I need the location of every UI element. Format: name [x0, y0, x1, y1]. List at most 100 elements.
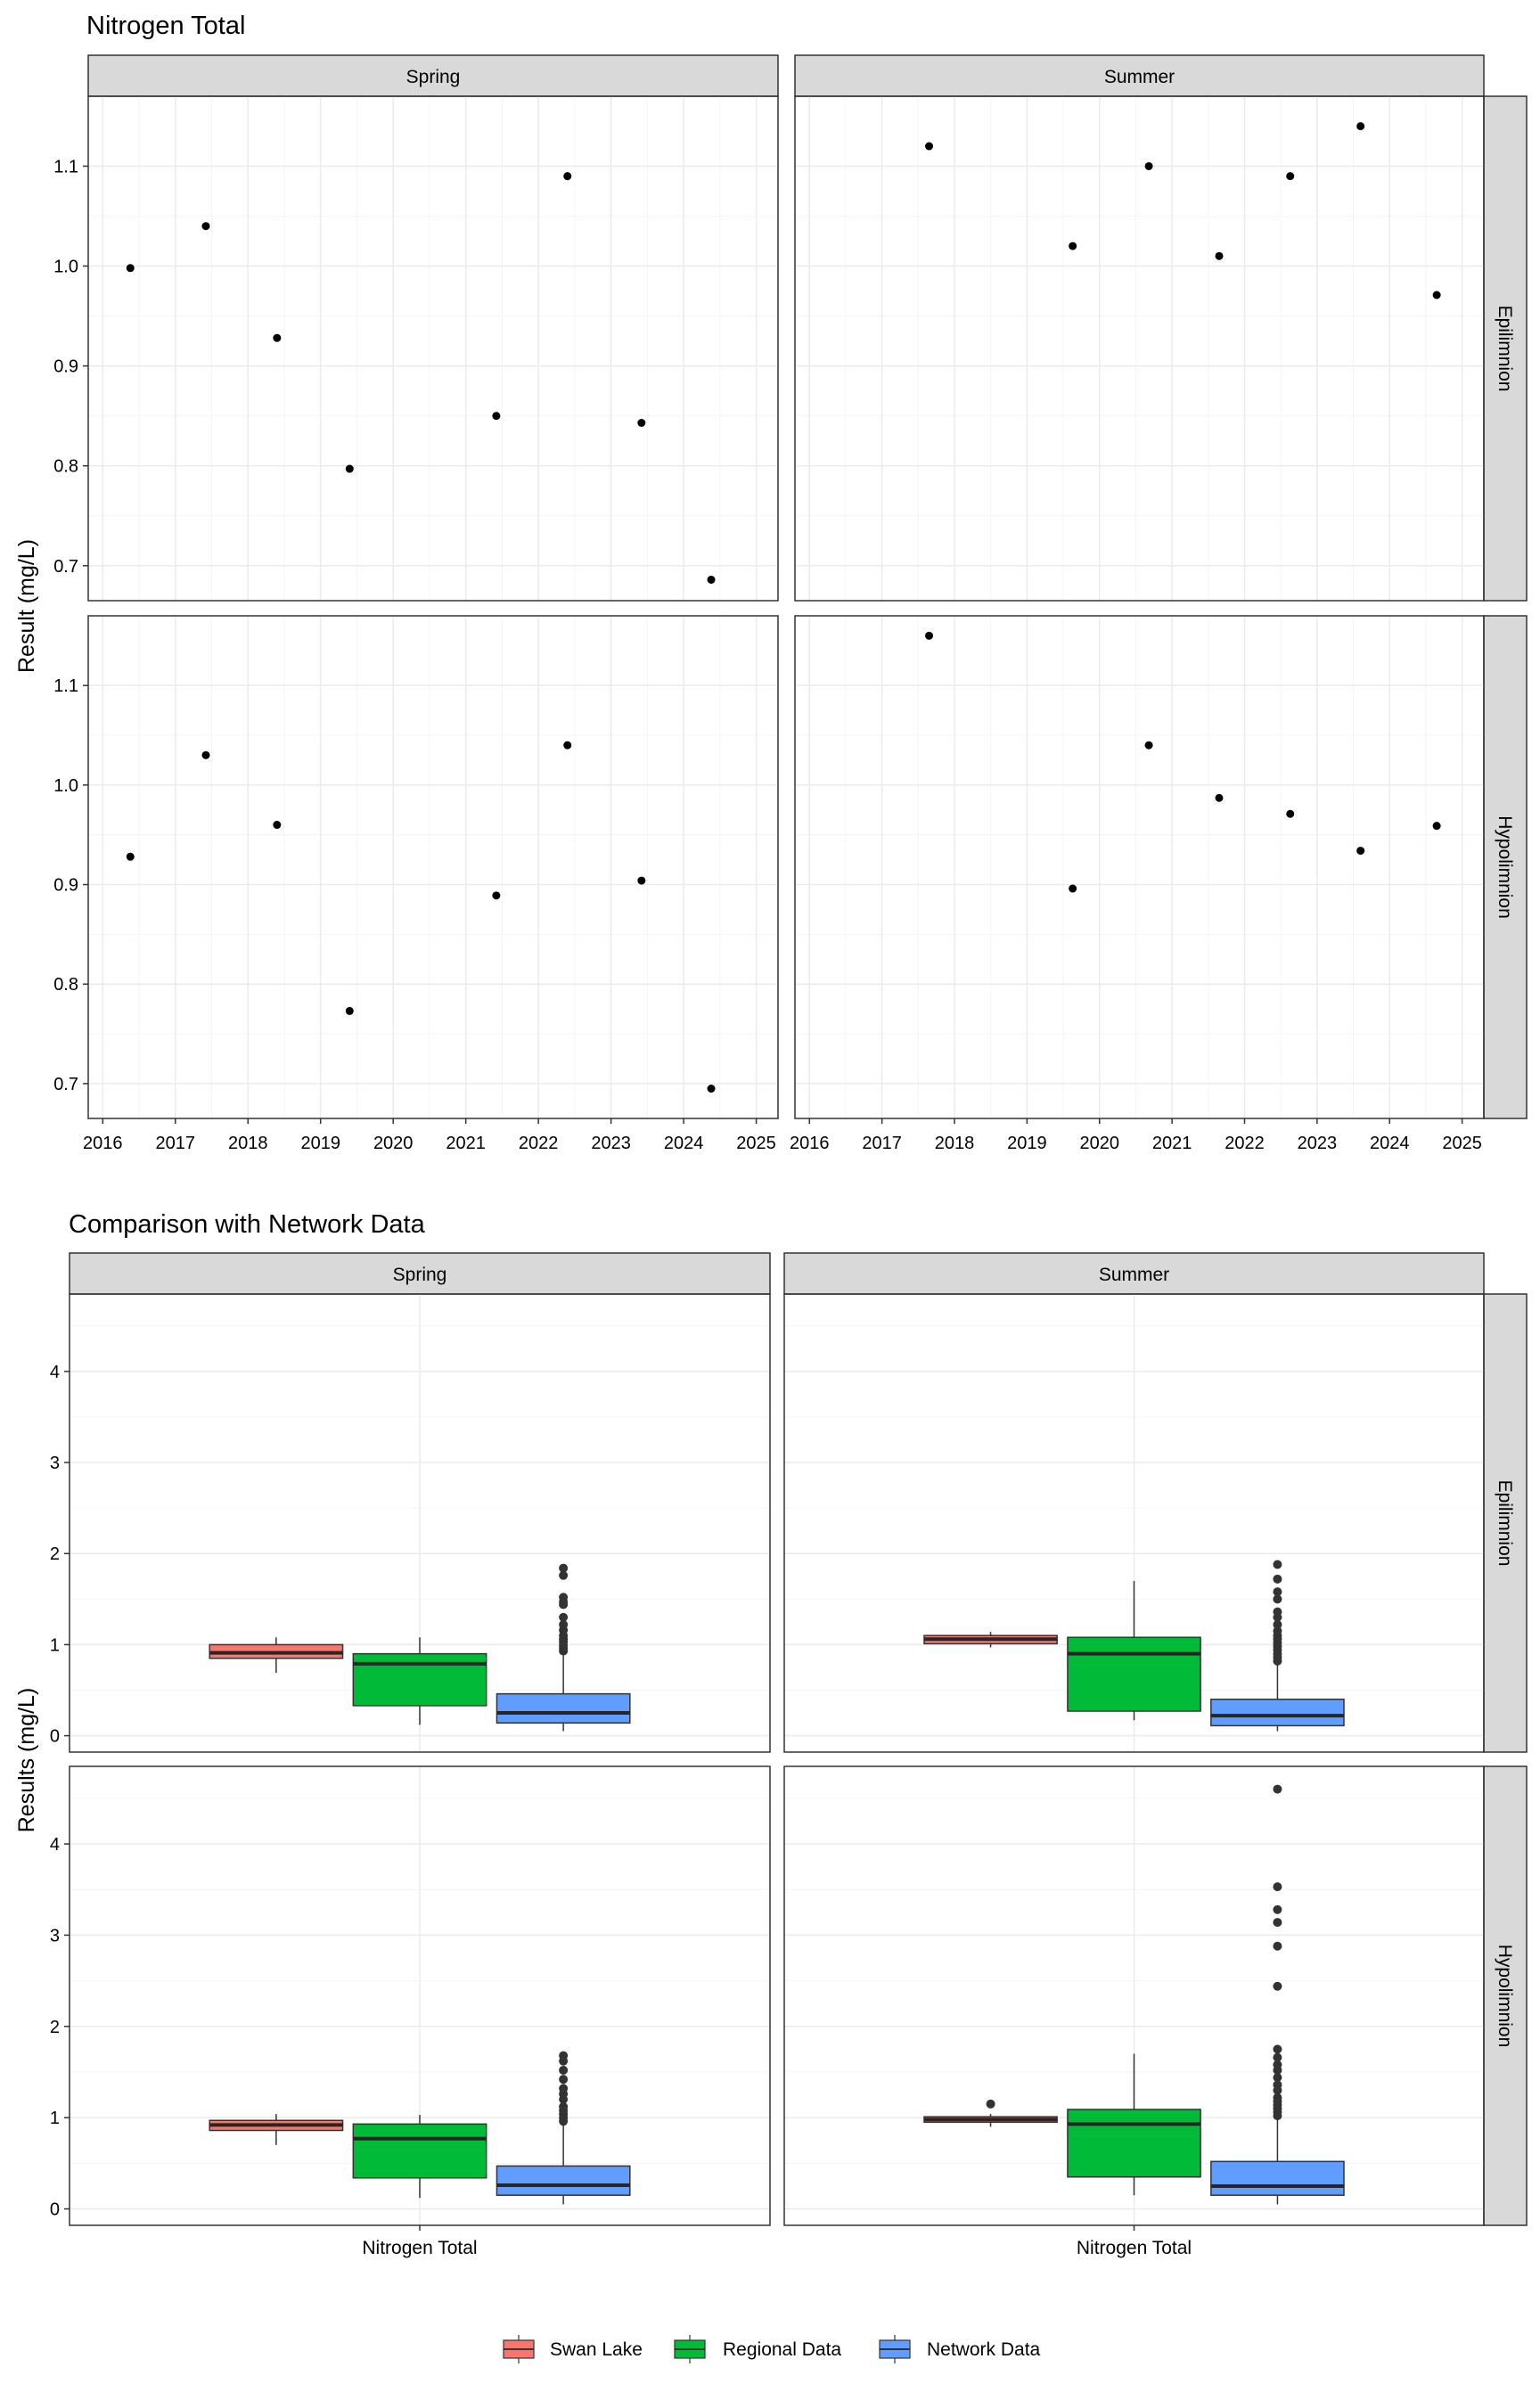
- panel-summer-epilimnion: [794, 95, 1485, 602]
- outlier-point: [1273, 1587, 1282, 1597]
- box-swan-lake: [209, 2114, 344, 2145]
- data-point: [273, 333, 282, 342]
- data-point: [563, 741, 572, 749]
- outlier-point: [559, 1612, 569, 1622]
- y-tick-label: 3: [50, 1454, 60, 1473]
- data-point: [637, 418, 646, 427]
- x-tick-label: 2016: [790, 1134, 830, 1153]
- x-tick-label: 2017: [156, 1134, 196, 1153]
- y-tick-label: 2: [50, 2018, 60, 2037]
- y-tick-label: 1: [50, 1635, 60, 1655]
- outlier-point: [1273, 1574, 1282, 1584]
- data-point: [563, 172, 572, 181]
- y-axis-label: Results (mg/L): [14, 1688, 39, 1833]
- chart-title: Nitrogen Total: [86, 12, 245, 40]
- x-tick-label: 2020: [373, 1134, 414, 1153]
- x-tick-label: 2018: [935, 1134, 975, 1153]
- box-body: [1067, 1636, 1201, 1712]
- data-point: [1215, 793, 1224, 802]
- outlier-point: [1273, 2060, 1282, 2069]
- outlier-point: [1273, 1594, 1282, 1604]
- x-tick-label: 2022: [1225, 1134, 1265, 1153]
- y-tick-label: 0: [50, 2200, 60, 2220]
- data-point: [492, 412, 501, 421]
- facet-strip-label-hypolimnion: Hypolimnion: [1495, 1945, 1515, 2048]
- box-body: [1210, 1698, 1345, 1727]
- outlier-point: [559, 1593, 569, 1602]
- data-point: [1432, 291, 1441, 299]
- data-point: [925, 631, 934, 640]
- facet-strip-summer: [783, 1252, 1485, 1295]
- outlier-point: [1273, 1981, 1282, 1991]
- legend-label: Regional Data: [723, 2339, 841, 2360]
- data-point: [1356, 122, 1365, 131]
- box-swan-lake: [209, 1637, 344, 1674]
- data-point: [707, 1084, 716, 1093]
- outlier-point: [559, 1570, 569, 1580]
- panel-spring-hypolimnion: [69, 1765, 771, 2226]
- outlier-point: [559, 2065, 569, 2075]
- x-tick-label: Nitrogen Total: [1077, 2238, 1192, 2258]
- data-point: [1286, 809, 1295, 818]
- box-body: [352, 2123, 487, 2179]
- x-tick-label: 2018: [228, 1134, 268, 1153]
- box-body: [1067, 2109, 1201, 2178]
- y-tick-label: 0: [50, 1727, 60, 1747]
- outlier-point: [986, 2099, 995, 2109]
- box-network-data: [1210, 1784, 1345, 2205]
- facet-strip-hypolimnion: [1483, 1765, 1528, 2226]
- x-tick-label: 2021: [1152, 1134, 1192, 1153]
- outlier-point: [1273, 2080, 1282, 2090]
- data-point: [1356, 847, 1365, 856]
- x-tick-label: 2020: [1079, 1134, 1119, 1153]
- x-tick-label: 2019: [300, 1134, 340, 1153]
- x-tick-label: 2017: [862, 1134, 902, 1153]
- legend-item-regional-data: Regional Data: [674, 2335, 841, 2363]
- y-tick-label: 1.1: [53, 157, 78, 176]
- facet-strip-label-spring: Spring: [406, 67, 461, 87]
- facet-strip-label-epilimnion: Epilimnion: [1495, 1480, 1515, 1567]
- outlier-point: [1273, 1607, 1282, 1617]
- outlier-point: [1273, 2044, 1282, 2054]
- panel-spring-epilimnion: [69, 1293, 771, 1753]
- data-point: [1215, 251, 1224, 260]
- y-tick-label: 1.0: [53, 258, 78, 277]
- outlier-point: [1273, 1560, 1282, 1569]
- box-regional-data: [1067, 1580, 1201, 1721]
- panel-border: [783, 1293, 1485, 1753]
- legend-item-swan-lake: Swan Lake: [503, 2335, 643, 2363]
- y-tick-label: 4: [50, 1363, 60, 1382]
- y-tick-label: 1: [50, 2109, 60, 2128]
- box-body: [496, 2165, 631, 2196]
- panel-border: [69, 1293, 771, 1753]
- facet-strip-epilimnion: [1483, 1293, 1528, 1753]
- panel-summer-hypolimnion: [794, 615, 1485, 1119]
- outlier-point: [1273, 1904, 1282, 1914]
- box-network-data: [496, 2051, 631, 2205]
- x-tick-label: 2025: [1442, 1134, 1482, 1153]
- data-point: [1144, 161, 1153, 170]
- outlier-point: [559, 2075, 569, 2085]
- data-point: [273, 821, 282, 830]
- facet-strip-label-summer: Summer: [1104, 67, 1175, 87]
- panel-spring-hypolimnion: [87, 615, 779, 1119]
- panel-border: [87, 95, 779, 602]
- y-tick-label: 4: [50, 1835, 60, 1855]
- data-point: [201, 750, 210, 759]
- data-point: [1144, 741, 1153, 749]
- outlier-point: [1273, 1941, 1282, 1951]
- x-tick-label: 2019: [1007, 1134, 1047, 1153]
- legend-item-network-data: Network Data: [879, 2335, 1041, 2363]
- y-tick-label: 1.1: [53, 676, 78, 696]
- facet-strip-label-hypolimnion: Hypolimnion: [1495, 815, 1515, 919]
- data-point: [126, 264, 135, 273]
- data-point: [925, 142, 934, 151]
- y-tick-label: 1.0: [53, 776, 78, 796]
- x-tick-label: Nitrogen Total: [362, 2238, 477, 2258]
- facet-strip-spring: [87, 54, 779, 97]
- x-tick-label: 2016: [83, 1134, 123, 1153]
- x-tick-label: 2024: [664, 1134, 704, 1153]
- outlier-point: [1273, 2073, 1282, 2083]
- box-swan-lake: [923, 1632, 1058, 1648]
